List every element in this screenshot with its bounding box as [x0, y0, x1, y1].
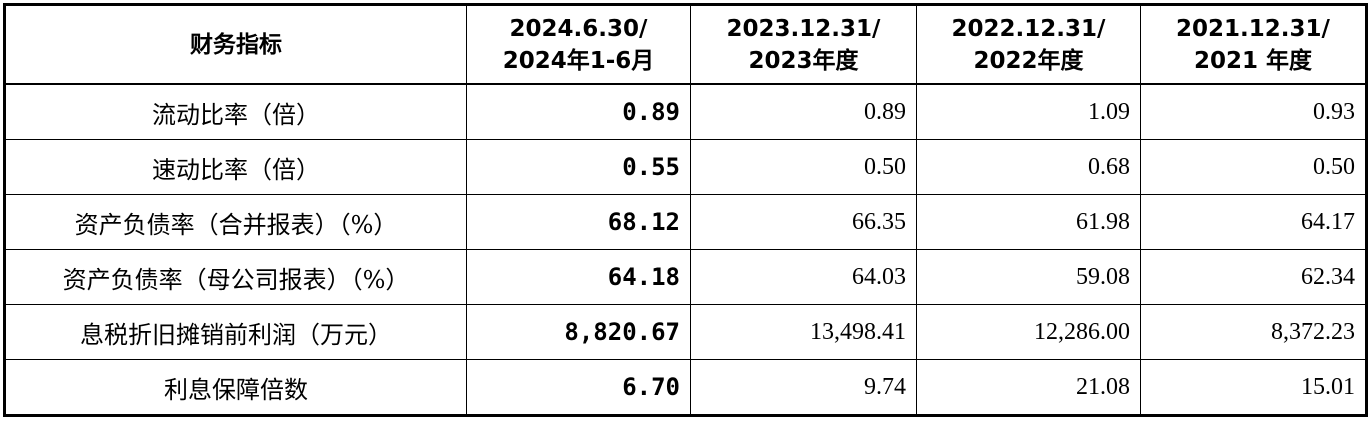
cell-value-2023: 66.35: [690, 194, 917, 250]
header-2023: 2023.12.31/ 2023年度: [690, 4, 917, 85]
row-label: 利息保障倍数: [4, 359, 467, 416]
table-row-current-ratio: 流动比率（倍） 0.89 0.89 1.09 0.93: [4, 83, 1367, 140]
cell-value-2021: 15.01: [1140, 359, 1367, 416]
header-2024-h1: 2024.6.30/ 2024年1-6月: [466, 4, 691, 85]
cell-value-2024-h1: 6.70: [466, 359, 691, 416]
cell-value-2022: 0.68: [916, 139, 1141, 195]
table-header-row: 财务指标 2024.6.30/ 2024年1-6月 2023.12.31/ 20…: [4, 4, 1367, 85]
cell-value-2023: 0.50: [690, 139, 917, 195]
cell-value-2022: 59.08: [916, 249, 1141, 305]
cell-value-2023: 0.89: [690, 83, 917, 140]
cell-value-2022: 21.08: [916, 359, 1141, 416]
cell-value-2024-h1: 64.18: [466, 249, 691, 305]
header-2021-line1: 2021.12.31/: [1176, 15, 1330, 42]
row-label: 流动比率（倍）: [4, 83, 467, 140]
cell-value-2024-h1: 8,820.67: [466, 304, 691, 360]
cell-value-2024-h1: 68.12: [466, 194, 691, 250]
cell-value-2023: 9.74: [690, 359, 917, 416]
cell-value-2024-h1: 0.89: [466, 83, 691, 140]
cell-value-2021: 0.50: [1140, 139, 1367, 195]
row-label: 速动比率（倍）: [4, 139, 467, 195]
row-label: 息税折旧摊销前利润（万元）: [4, 304, 467, 360]
header-2023-line2: 2023年度: [748, 47, 859, 74]
header-indicator-label: 财务指标: [190, 31, 282, 58]
row-label: 资产负债率（合并报表）（%）: [4, 194, 467, 250]
cell-value-2023: 64.03: [690, 249, 917, 305]
cell-value-2022: 12,286.00: [916, 304, 1141, 360]
row-label: 资产负债率（母公司报表）（%）: [4, 249, 467, 305]
financial-indicators-table: 财务指标 2024.6.30/ 2024年1-6月 2023.12.31/ 20…: [3, 3, 1368, 417]
cell-value-2024-h1: 0.55: [466, 139, 691, 195]
cell-value-2021: 8,372.23: [1140, 304, 1367, 360]
header-2023-line1: 2023.12.31/: [726, 15, 881, 42]
cell-value-2022: 1.09: [916, 83, 1141, 140]
header-2021: 2021.12.31/ 2021 年度: [1140, 4, 1367, 85]
header-2022: 2022.12.31/ 2022年度: [916, 4, 1141, 85]
table-row-interest-coverage: 利息保障倍数 6.70 9.74 21.08 15.01: [4, 359, 1367, 416]
header-2024-h1-line2: 2024年1-6月: [502, 47, 655, 74]
header-2024-h1-line1: 2024.6.30/: [509, 15, 648, 42]
header-2021-line2: 2021 年度: [1193, 47, 1313, 74]
table-row-quick-ratio: 速动比率（倍） 0.55 0.50 0.68 0.50: [4, 139, 1367, 195]
cell-value-2021: 62.34: [1140, 249, 1367, 305]
table-row-ebitda: 息税折旧摊销前利润（万元） 8,820.67 13,498.41 12,286.…: [4, 304, 1367, 360]
cell-value-2023: 13,498.41: [690, 304, 917, 360]
cell-value-2021: 0.93: [1140, 83, 1367, 140]
table-row-debt-ratio-consolidated: 资产负债率（合并报表）（%） 68.12 66.35 61.98 64.17: [4, 194, 1367, 250]
cell-value-2022: 61.98: [916, 194, 1141, 250]
header-2022-line2: 2022年度: [973, 47, 1084, 74]
table-row-debt-ratio-parent: 资产负债率（母公司报表）（%） 64.18 64.03 59.08 62.34: [4, 249, 1367, 305]
header-indicator: 财务指标: [4, 4, 467, 85]
cell-value-2021: 64.17: [1140, 194, 1367, 250]
financial-indicators-table-container: 财务指标 2024.6.30/ 2024年1-6月 2023.12.31/ 20…: [3, 3, 1368, 417]
header-2022-line1: 2022.12.31/: [951, 15, 1106, 42]
